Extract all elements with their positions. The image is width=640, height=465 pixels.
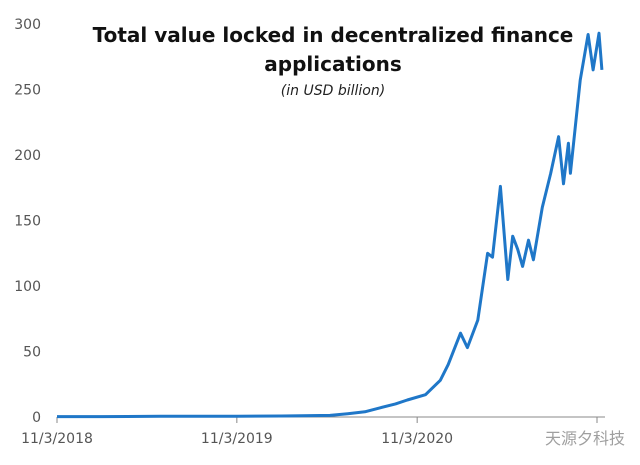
x-tick-label: 11/3/2019 [201,431,273,447]
x-tick-label: 11/3/2018 [21,431,93,447]
y-tick-label: 0 [32,410,41,426]
chart-title-line-1: Total value locked in decentralized fina… [93,23,574,47]
y-tick-label: 200 [14,148,41,164]
chart-subtitle: (in USD billion) [281,83,385,99]
y-tick-label: 100 [14,279,41,295]
series-line [57,31,604,419]
y-tick-label: 50 [23,345,41,361]
y-tick-label: 250 [14,83,41,99]
y-tick-label: 150 [14,214,41,230]
chart-title-line-2: applications [264,52,402,76]
y-tick-label: 300 [14,17,41,33]
x-tick-label: 11/3/2020 [381,431,453,447]
watermark: 天源夕科技 [545,429,625,448]
